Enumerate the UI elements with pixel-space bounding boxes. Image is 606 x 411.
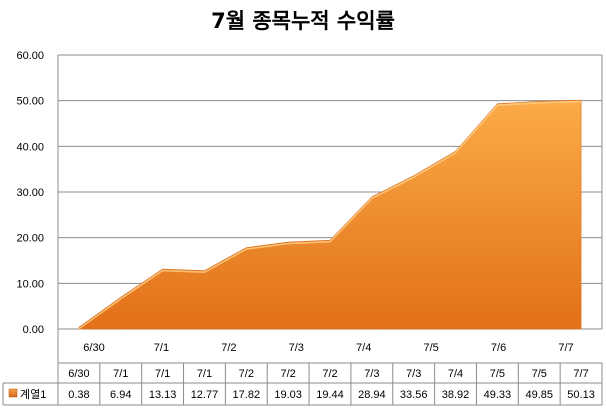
x-tick-label: 7/4 — [356, 342, 371, 354]
data-table: 6/30 7/1 7/1 7/1 7/2 7/2 7/2 7/3 7/3 7/4 7/5 7/5 7/7… — [2, 55, 603, 406]
series-name: 계열1 — [20, 388, 46, 401]
y-tick-label: 30.00 — [16, 187, 44, 199]
table-value-cell: 38.92 — [442, 389, 470, 401]
x-tick-label: 7/6 — [491, 342, 506, 354]
table-header-cell: 7/1 — [155, 368, 170, 380]
x-tick-label: 7/1 — [154, 342, 169, 354]
table-header-cell: 7/3 — [406, 368, 421, 380]
table-header-cell: 7/5 — [532, 368, 547, 380]
area-series-1 — [78, 99, 582, 330]
table-value-cell: 19.03 — [274, 389, 302, 401]
y-tick-label: 20.00 — [16, 233, 44, 245]
table-header-cell: 7/3 — [364, 368, 379, 380]
legend-key — [8, 388, 18, 398]
y-axis-ticks: 0.00 10.00 20.00 30.00 40.00 50.00 60.00 — [16, 50, 44, 336]
y-tick-label: 60.00 — [16, 50, 44, 62]
x-tick-label: 7/2 — [221, 342, 236, 354]
table-header-cell: 7/4 — [448, 368, 463, 380]
table-value-cell: 12.77 — [191, 389, 219, 401]
x-tick-label: 7/3 — [289, 342, 304, 354]
table-header-cell: 7/7 — [573, 368, 588, 380]
x-tick-label: 7/7 — [558, 342, 573, 354]
x-tick-label: 6/30 — [83, 342, 104, 354]
x-axis-labels: 6/30 7/1 7/2 7/3 7/4 7/5 7/6 7/7 — [83, 342, 573, 354]
y-tick-label: 40.00 — [16, 141, 44, 153]
table-value-cell: 0.38 — [68, 389, 89, 401]
table-value-cell: 33.56 — [400, 389, 428, 401]
table-value-cell: 49.85 — [525, 389, 553, 401]
area-highlight — [78, 100, 582, 330]
table-value-cell: 49.33 — [484, 389, 512, 401]
table-header-cell: 7/1 — [197, 368, 212, 380]
x-tick-label: 7/5 — [423, 342, 438, 354]
y-tick-label: 10.00 — [16, 278, 44, 290]
area-layer — [78, 99, 582, 330]
table-value-cell: 17.82 — [233, 389, 261, 401]
chart-title: 7월 종목누적 수익률 — [211, 9, 395, 33]
table-header-cell: 7/5 — [490, 368, 505, 380]
table-value-cell: 13.13 — [149, 389, 177, 401]
table-value-cell: 50.13 — [567, 389, 595, 401]
table-header-cell: 7/2 — [322, 368, 337, 380]
table-value-cell: 6.94 — [110, 389, 131, 401]
y-tick-label: 0.00 — [23, 324, 44, 336]
table-header-cell: 7/1 — [113, 368, 128, 380]
table-value-cell: 19.44 — [316, 389, 344, 401]
table-header-cell: 7/2 — [239, 368, 254, 380]
y-tick-label: 50.00 — [16, 96, 44, 108]
table-header-cell: 6/30 — [68, 368, 89, 380]
table-value-cell: 28.94 — [358, 389, 386, 401]
table-header-cell: 7/2 — [281, 368, 296, 380]
